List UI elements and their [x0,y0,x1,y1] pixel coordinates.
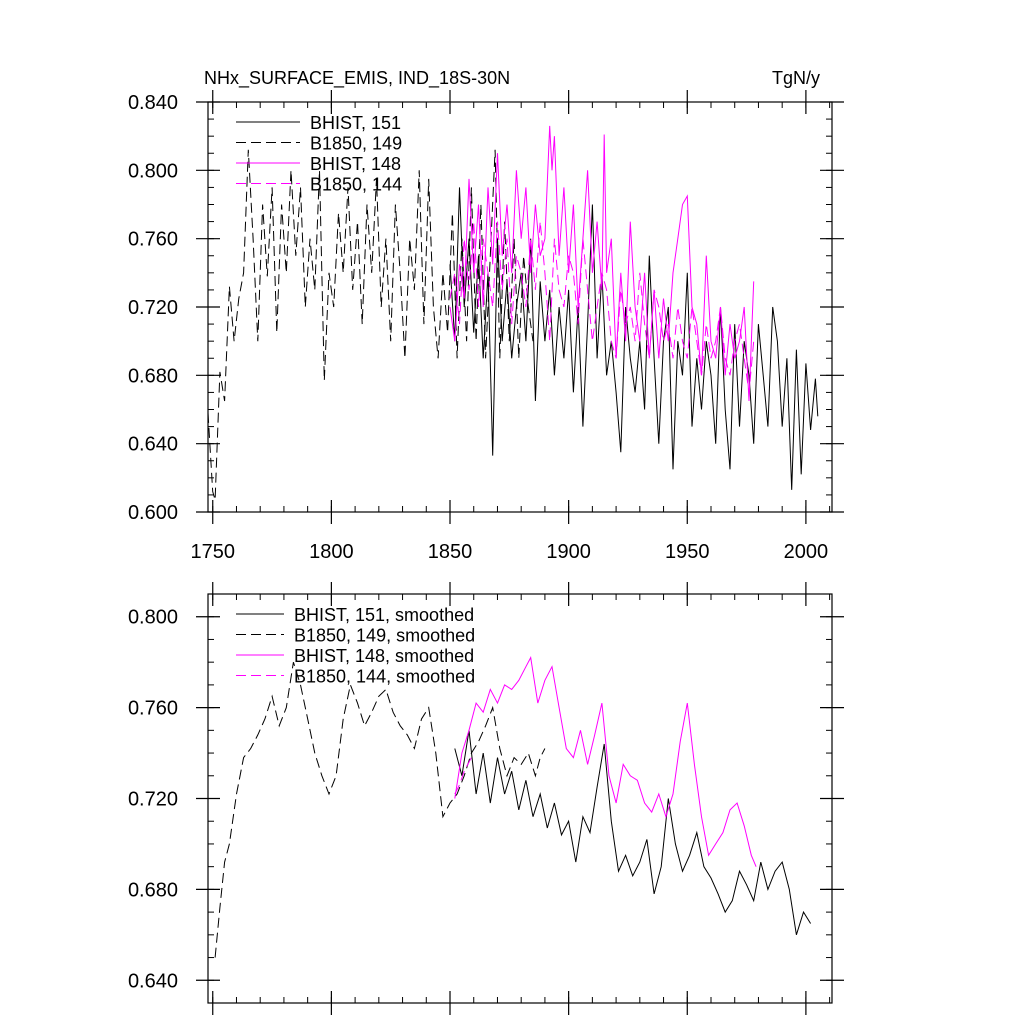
y-tick-label: 0.640 [128,434,178,456]
legend-label: BHIST, 148, smoothed [294,646,474,666]
x-tick-label: 1750 [190,541,235,563]
legend-label: BHIST, 148 [310,154,401,174]
y-tick-label: 0.840 [128,92,178,114]
y-tick-label: 0.600 [128,502,178,524]
y-tick-label: 0.720 [128,789,178,811]
units-label: TgN/y [772,68,820,88]
legend-label: B1850, 144, smoothed [294,667,475,687]
legend-label: BHIST, 151, smoothed [294,605,474,625]
legend-label: B1850, 144 [310,175,402,195]
y-tick-label: 0.800 [128,160,178,182]
plot-frame [207,101,833,513]
x-tick-label: 2000 [784,541,829,563]
series-group [208,125,819,501]
legend-label: B1850, 149 [310,134,402,154]
x-tick-label: 1900 [546,541,591,563]
series-line-1 [449,187,819,490]
series-group [214,656,812,958]
y-tick-label: 0.800 [128,607,178,629]
x-tick-label: 1950 [665,541,710,563]
series-line-2 [214,662,546,958]
x-tick-label: 1850 [428,541,473,563]
legend-label: BHIST, 151 [310,113,401,133]
chart-panel-2: 0.640 0.680 0.720 0.760 0.800 BHIST, 151, smo… [128,582,844,1015]
y-tick-label: 0.680 [128,879,178,901]
series-line-4 [454,752,475,795]
y-tick-label: 0.680 [128,365,178,387]
y-tick-label: 0.640 [128,970,178,992]
series-line-3 [454,656,757,867]
chart-panel-1: NHx_SURFACE_EMIS, IND_18S-30N TgN/y 1750 18… [128,68,844,563]
legend-label: B1850, 149, smoothed [294,626,475,646]
x-tick-label: 1800 [309,541,354,563]
y-tick-label: 0.760 [128,229,178,251]
series-line-4 [449,221,755,393]
y-tick-label: 0.720 [128,297,178,319]
series-line-2 [208,149,534,501]
chart-title: NHx_SURFACE_EMIS, IND_18S-30N [204,68,510,89]
y-tick-label: 0.760 [128,698,178,720]
series-line-1 [454,730,812,935]
